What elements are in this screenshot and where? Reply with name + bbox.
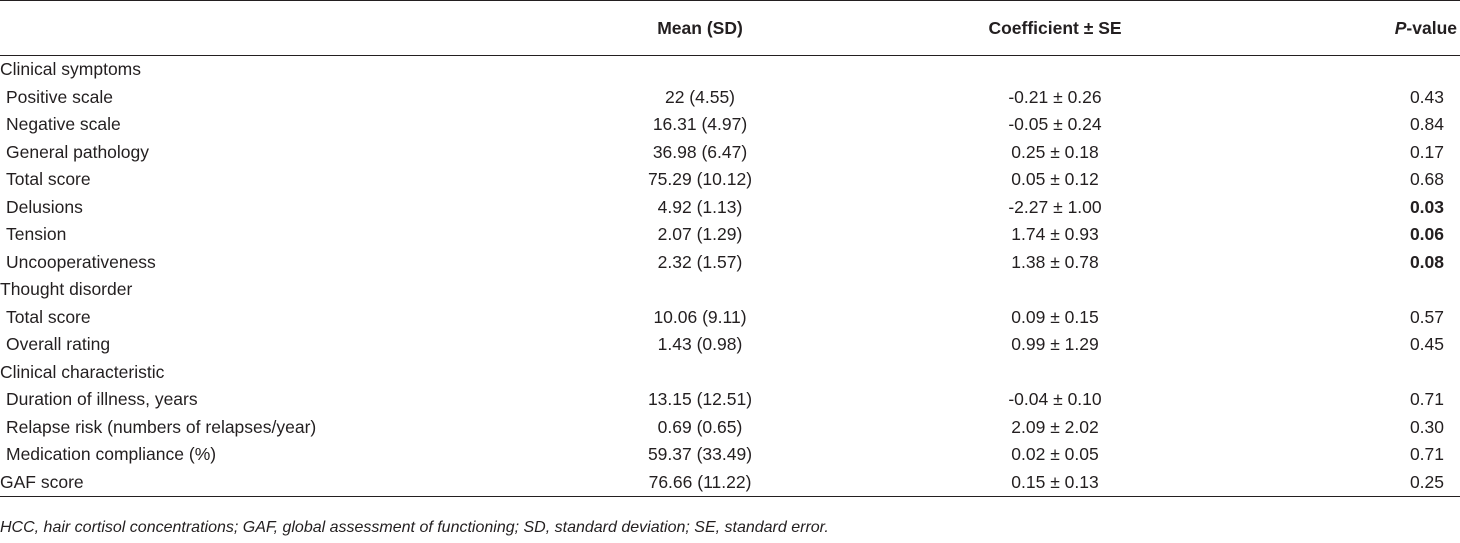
- mean-sd-cell: 10.06 (9.11): [653, 306, 747, 327]
- results-table-container: Mean (SD) Coefficient ± SE P-value Clini…: [0, 0, 1460, 497]
- coefficient-cell: 2.09 ± 2.02: [1011, 416, 1099, 437]
- p-value-cell: 0.71: [1409, 444, 1444, 465]
- coefficient-cell: -0.21 ± 0.26: [1008, 86, 1102, 107]
- coefficient-cell: 0.15 ± 0.13: [830, 468, 1200, 497]
- row-label: Uncooperativeness: [6, 251, 156, 272]
- row-label: Delusions: [6, 196, 83, 217]
- mean-sd-cell: 4.92 (1.13): [657, 196, 743, 217]
- table-row: Tension 2.07 (1.29) 1.74 ± 0.93 0.06: [0, 221, 1460, 249]
- mean-sd-cell: 75.29 (10.12): [647, 169, 753, 190]
- coefficient-cell: -0.04 ± 0.10: [1008, 389, 1102, 410]
- section-header-row: Thought disorder: [0, 276, 1460, 304]
- row-label: GAF score: [0, 468, 520, 497]
- coefficient-cell: 0.05 ± 0.12: [1011, 169, 1099, 190]
- table-row: Total score 75.29 (10.12) 0.05 ± 0.12 0.68: [0, 166, 1460, 194]
- section-header-row: Clinical characteristic: [0, 359, 1460, 387]
- table-top-rule: [0, 0, 1460, 1]
- row-label: Total score: [6, 169, 91, 190]
- p-value-cell: 0.68: [1409, 169, 1444, 190]
- coefficient-cell: 0.99 ± 1.29: [1011, 334, 1099, 355]
- p-value-cell: 0.03: [1409, 196, 1444, 217]
- row-label: Positive scale: [6, 86, 113, 107]
- coefficient-cell: 1.38 ± 0.78: [1011, 251, 1099, 272]
- table-row: Duration of illness, years 13.15 (12.51) -…: [0, 386, 1460, 414]
- coefficient-cell: 0.02 ± 0.05: [1011, 444, 1099, 465]
- p-value-cell: 0.08: [1409, 251, 1444, 272]
- p-value-cell: 0.57: [1409, 306, 1444, 327]
- table-row: General pathology 36.98 (6.47) 0.25 ± 0.18…: [0, 139, 1460, 167]
- mean-sd-cell: 16.31 (4.97): [652, 114, 748, 135]
- p-value-cell: 0.25: [1200, 468, 1460, 497]
- header-coefficient-se: Coefficient ± SE: [830, 1, 1200, 56]
- mean-sd-cell: 76.66 (11.22): [520, 468, 830, 497]
- row-label: Duration of illness, years: [6, 389, 198, 410]
- row-label: Negative scale: [6, 114, 121, 135]
- mean-sd-cell: 0.69 (0.65): [657, 416, 743, 437]
- coefficient-cell: -0.05 ± 0.24: [1008, 114, 1102, 135]
- section-header-row: Clinical symptoms: [0, 56, 1460, 84]
- p-value-cell: 0.71: [1409, 389, 1444, 410]
- coefficient-cell: 1.74 ± 0.93: [1011, 224, 1099, 245]
- row-label: Tension: [6, 224, 67, 245]
- mean-sd-cell: 1.43 (0.98): [657, 334, 743, 355]
- p-value-cell: 0.84: [1409, 114, 1444, 135]
- section-label: Clinical characteristic: [0, 361, 165, 382]
- header-p-rest: -value: [1406, 17, 1457, 38]
- header-label: [0, 1, 520, 56]
- row-label: Relapse risk (numbers of relapses/year): [6, 416, 317, 437]
- table-header-row: Mean (SD) Coefficient ± SE P-value: [0, 1, 1460, 56]
- mean-sd-cell: 2.07 (1.29): [657, 224, 743, 245]
- header-mean-sd: Mean (SD): [520, 1, 830, 56]
- table-row: Relapse risk (numbers of relapses/year) 0…: [0, 414, 1460, 442]
- coefficient-cell: -2.27 ± 1.00: [1008, 196, 1102, 217]
- results-table: Mean (SD) Coefficient ± SE P-value Clini…: [0, 0, 1460, 497]
- section-label: Thought disorder: [0, 279, 133, 300]
- row-label: Medication compliance (%): [6, 444, 217, 465]
- coefficient-cell: 0.09 ± 0.15: [1011, 306, 1099, 327]
- table-footnote: HCC, hair cortisol concentrations; GAF, …: [0, 519, 829, 536]
- p-value-cell: 0.06: [1409, 224, 1444, 245]
- row-label: General pathology: [6, 141, 150, 162]
- row-label: Total score: [6, 306, 91, 327]
- mean-sd-cell: 36.98 (6.47): [652, 141, 748, 162]
- table-row: Delusions 4.92 (1.13) -2.27 ± 1.00 0.03: [0, 194, 1460, 222]
- row-label: Overall rating: [6, 334, 111, 355]
- section-label: Clinical symptoms: [0, 59, 141, 80]
- header-p-value: P-value: [1200, 1, 1460, 56]
- p-value-cell: 0.30: [1409, 416, 1444, 437]
- table-row: GAF score 76.66 (11.22) 0.15 ± 0.13 0.25: [0, 468, 1460, 497]
- mean-sd-cell: 22 (4.55): [664, 86, 736, 107]
- p-value-cell: 0.17: [1409, 141, 1444, 162]
- p-value-cell: 0.45: [1409, 334, 1444, 355]
- header-p-italic: P: [1394, 17, 1407, 38]
- mean-sd-cell: 59.37 (33.49): [647, 444, 753, 465]
- table-row: Positive scale 22 (4.55) -0.21 ± 0.26 0.43: [0, 84, 1460, 112]
- table-row: Overall rating 1.43 (0.98) 0.99 ± 1.29 0.45: [0, 331, 1460, 359]
- table-body: Clinical symptoms Positive scale 22 (4.55)…: [0, 56, 1460, 497]
- table-row: Total score 10.06 (9.11) 0.09 ± 0.15 0.57: [0, 304, 1460, 332]
- mean-sd-cell: 2.32 (1.57): [657, 251, 743, 272]
- table-row: Negative scale 16.31 (4.97) -0.05 ± 0.24 0.…: [0, 111, 1460, 139]
- table-row: Uncooperativeness 2.32 (1.57) 1.38 ± 0.78 0…: [0, 249, 1460, 277]
- coefficient-cell: 0.25 ± 0.18: [1011, 141, 1099, 162]
- table-row: Medication compliance (%) 59.37 (33.49) 0.…: [0, 441, 1460, 469]
- mean-sd-cell: 13.15 (12.51): [647, 389, 753, 410]
- p-value-cell: 0.43: [1409, 86, 1444, 107]
